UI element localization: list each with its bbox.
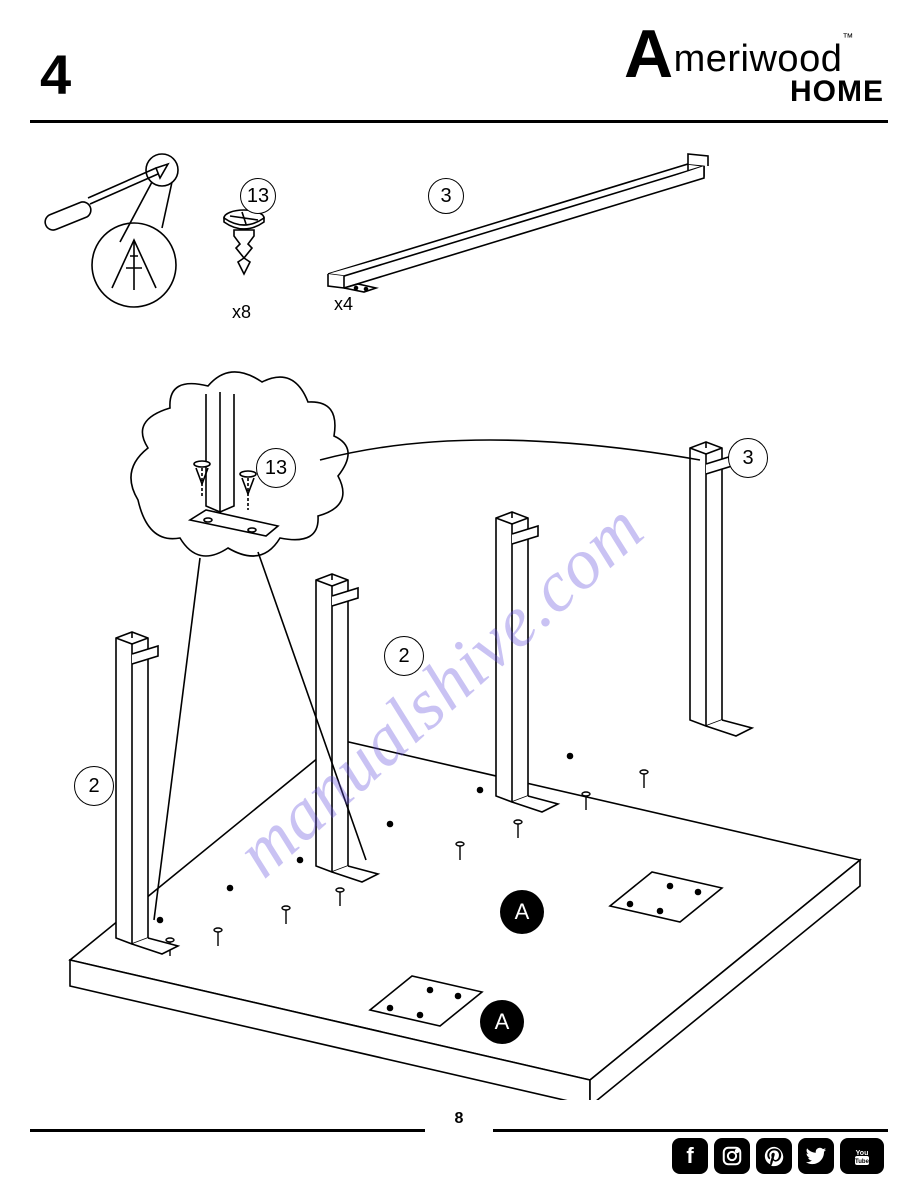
callout-post-right: 3 — [728, 438, 768, 478]
bar-part-diagram — [308, 144, 728, 294]
brand-logo: Ameriwood™ HOME — [624, 28, 884, 109]
twitter-icon — [798, 1138, 834, 1174]
page-container: Ameriwood™ HOME 4 — [0, 0, 918, 1188]
callout-panel-far-label: A — [515, 899, 530, 925]
brand-tm: ™ — [842, 32, 854, 44]
screw-diagram — [216, 208, 272, 288]
brand-letter-a: A — [624, 34, 674, 75]
social-row: f You Tube — [672, 1138, 884, 1174]
pinterest-icon — [756, 1138, 792, 1174]
svg-text:Tube: Tube — [855, 1159, 870, 1165]
screwdriver-diagram — [34, 140, 204, 310]
callout-post-mid: 2 — [384, 636, 424, 676]
callout-detail-screw: 13 — [256, 448, 296, 488]
youtube-icon: You Tube — [840, 1138, 884, 1174]
rule-bottom-right — [493, 1129, 888, 1132]
svg-text:You: You — [856, 1150, 869, 1157]
facebook-icon: f — [672, 1138, 708, 1174]
rule-top — [30, 120, 888, 123]
callout-bar-top-label: 3 — [440, 185, 451, 208]
page-number: 8 — [455, 1110, 464, 1128]
callout-post-left: 2 — [74, 766, 114, 806]
main-assembly-diagram — [30, 320, 888, 1100]
callout-post-left-label: 2 — [88, 775, 99, 798]
rule-bottom-left — [30, 1129, 425, 1132]
brand-name-main: Ameriwood™ — [624, 28, 884, 81]
hardware-bar-qty: x4 — [334, 294, 353, 315]
callout-screw-top: 13 — [240, 178, 276, 214]
step-number: 4 — [40, 42, 71, 107]
callout-post-mid-label: 2 — [398, 645, 409, 668]
brand-name-rest: meriwood — [674, 38, 843, 80]
instagram-icon — [714, 1138, 750, 1174]
callout-detail-screw-label: 13 — [265, 457, 287, 480]
callout-post-right-label: 3 — [742, 447, 753, 470]
callout-panel-near: A — [480, 1000, 524, 1044]
callout-panel-near-label: A — [495, 1009, 510, 1035]
callout-bar-top: 3 — [428, 178, 464, 214]
callout-screw-top-label: 13 — [247, 185, 269, 208]
callout-panel-far: A — [500, 890, 544, 934]
